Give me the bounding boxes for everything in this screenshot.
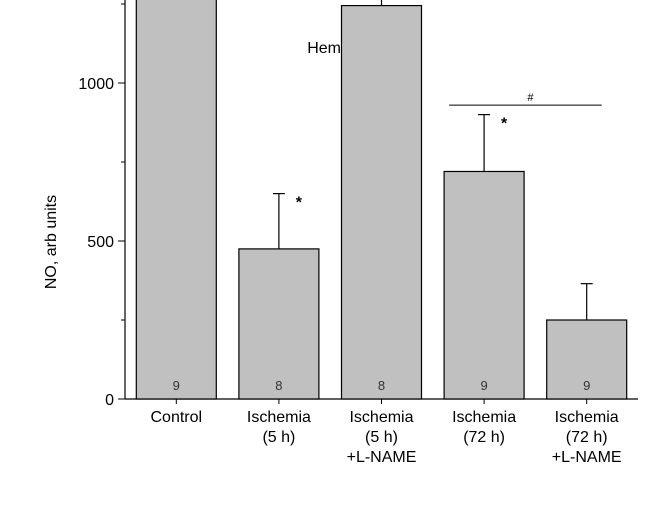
x-tick-label: (72 h)	[566, 429, 608, 446]
y-tick-label: 0	[105, 392, 114, 409]
significance-star: *	[296, 195, 303, 212]
x-tick-label: Ischemia	[247, 409, 311, 426]
y-axis-label: NO, arb units	[43, 195, 60, 289]
plot-area: 05001000150020009Control8*Ischemia(5 h)8…	[78, 0, 638, 466]
sample-size-label: 8	[275, 378, 282, 393]
x-tick-label: Ischemia	[349, 409, 413, 426]
x-tick-label: Ischemia	[555, 409, 619, 426]
sample-size-label: 9	[583, 378, 590, 393]
x-tick-label: +L-NAME	[552, 449, 622, 466]
bar	[135, 0, 217, 400]
y-tick-label: 500	[87, 234, 114, 251]
x-tick-label: +L-NAME	[347, 449, 417, 466]
x-tick-label: Control	[151, 409, 203, 426]
bar	[340, 4, 423, 400]
sample-size-label: 8	[378, 378, 385, 393]
x-tick-label: Ischemia	[452, 409, 516, 426]
y-tick-label: 1000	[78, 76, 114, 93]
comparison-label: #	[527, 92, 534, 104]
x-tick-label: (72 h)	[463, 429, 505, 446]
x-tick-label: (5 h)	[365, 429, 398, 446]
significance-star: *	[501, 116, 508, 133]
x-tick-label: (5 h)	[262, 429, 295, 446]
sample-size-label: 9	[480, 378, 487, 393]
sample-size-label: 9	[173, 378, 180, 393]
bar	[443, 170, 525, 400]
bar	[238, 248, 320, 400]
